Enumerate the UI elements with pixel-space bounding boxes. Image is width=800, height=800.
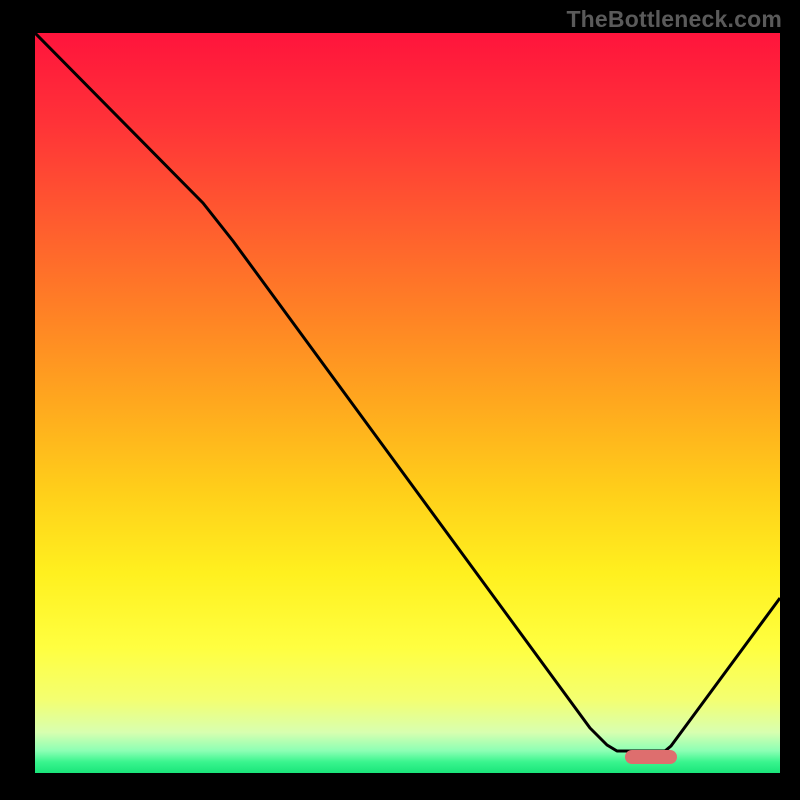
- plot-area: [35, 33, 780, 773]
- plot-svg: [35, 33, 780, 773]
- watermark-text: TheBottleneck.com: [566, 6, 782, 33]
- optimum-marker: [625, 750, 677, 764]
- chart-container: TheBottleneck.com: [0, 0, 800, 800]
